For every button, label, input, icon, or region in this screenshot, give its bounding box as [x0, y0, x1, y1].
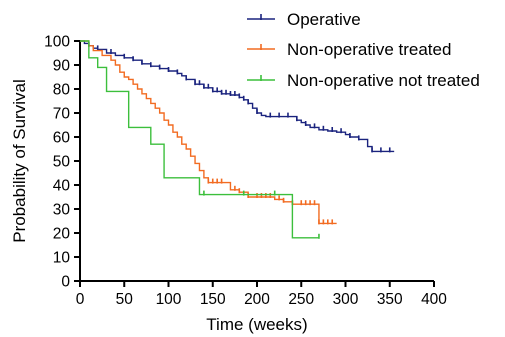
series-0 [80, 40, 395, 153]
legend-item: Non-operative treated [247, 40, 451, 59]
series-1 [80, 40, 337, 225]
series-line [80, 40, 337, 225]
legend-label: Non-operative not treated [287, 71, 480, 90]
x-tick-label: 400 [421, 291, 447, 308]
x-tick-label: 100 [156, 291, 182, 308]
y-axis-title: Probability of Survival [10, 79, 29, 242]
x-tick-label: 0 [76, 291, 85, 308]
x-tick-label: 50 [116, 291, 134, 308]
legend-label: Non-operative treated [287, 40, 451, 59]
y-tick-label: 90 [53, 58, 71, 75]
y-tick-label: 0 [61, 274, 70, 291]
series-line [80, 40, 319, 239]
x-tick-label: 300 [333, 291, 359, 308]
series-layer [80, 40, 395, 239]
legend-item: Operative [247, 10, 361, 29]
y-tick-label: 30 [53, 202, 71, 219]
y-tick-label: 40 [53, 178, 71, 195]
legend-label: Operative [287, 10, 361, 29]
legend-item: Non-operative not treated [247, 71, 480, 90]
x-tick-label: 350 [377, 291, 403, 308]
legend: Operative Non-operative treated Non-operat… [247, 10, 480, 90]
x-tick-label: 150 [200, 291, 226, 308]
x-axis-title: Time (weeks) [206, 315, 307, 334]
x-tick-label: 200 [244, 291, 270, 308]
x-tick-label: 250 [288, 291, 314, 308]
y-tick-label: 80 [53, 82, 71, 99]
y-tick-label: 50 [53, 154, 71, 171]
y-tick-label: 10 [53, 250, 71, 267]
y-tick-label: 20 [53, 226, 71, 243]
y-tick-label: 60 [53, 130, 71, 147]
series-2 [80, 40, 320, 239]
axes: 0 50 100 150 200 250 300 350 400 0 10 20 30 40 50 60 70 8… [44, 34, 447, 309]
y-tick-label: 100 [44, 34, 70, 51]
y-tick-label: 70 [53, 106, 71, 123]
